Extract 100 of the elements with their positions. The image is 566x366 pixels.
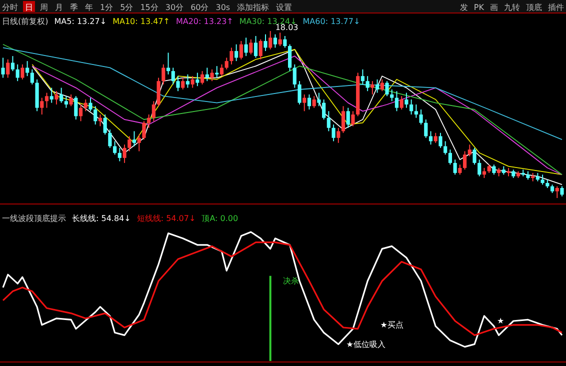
text: 画 (490, 3, 498, 12)
candlestick (317, 92, 321, 107)
candlestick (346, 107, 350, 128)
candlestick (385, 80, 389, 97)
candlestick (162, 64, 166, 85)
candlestick (64, 96, 68, 108)
candlestick (560, 186, 564, 197)
candlestick (258, 38, 262, 60)
candlestick (50, 87, 54, 104)
candlestick (122, 144, 126, 164)
candlestick (137, 134, 141, 152)
candlestick (186, 74, 190, 88)
candlestick (54, 90, 58, 105)
candlestick (176, 76, 180, 92)
candlestick (20, 64, 24, 80)
candlestick (332, 124, 336, 142)
text: 30s (216, 3, 230, 12)
candlestick (540, 174, 544, 186)
candlestick (171, 67, 175, 85)
candlestick (462, 150, 467, 170)
candlestick (453, 159, 457, 176)
annotation: ★ (496, 316, 504, 326)
text: 日 (25, 3, 33, 12)
annotation: ★低位吸入 (346, 340, 386, 349)
candlestick (264, 34, 268, 52)
candlestick (205, 67, 209, 82)
candlestick (283, 36, 287, 48)
candlestick (404, 92, 408, 108)
candlestick (336, 127, 340, 144)
candlestick (268, 30, 272, 50)
text: 周 (40, 3, 48, 12)
text: 月 (55, 3, 63, 12)
text: MA60: 13.77↓ (302, 17, 360, 26)
candlestick (400, 96, 404, 110)
text: 短线线: 54.07↓ (136, 214, 196, 223)
candlestick (152, 100, 156, 122)
candlestick (147, 114, 151, 128)
candlestick (88, 97, 92, 112)
candlestick (60, 87, 64, 104)
candlestick (390, 88, 394, 102)
text: 5分 (120, 3, 134, 12)
candlestick (492, 164, 496, 176)
text: 1分 (100, 3, 114, 12)
candlestick (40, 97, 44, 115)
candlestick (108, 129, 112, 148)
candlestick (6, 58, 10, 78)
candlestick (181, 77, 185, 90)
candlestick (434, 132, 438, 144)
text: 顶底 (526, 3, 542, 12)
candlestick (84, 98, 88, 112)
candlestick (10, 56, 15, 72)
candlestick (200, 70, 204, 85)
candlestick (410, 98, 414, 115)
annotation: 决杀 (283, 276, 300, 286)
candlestick (444, 140, 448, 156)
candlestick (166, 52, 170, 75)
candlestick (273, 34, 278, 48)
candlestick (478, 159, 482, 177)
candlestick (302, 94, 306, 112)
text: 设置 (276, 3, 292, 12)
candlestick (254, 36, 258, 58)
annotation: ★买点 (380, 320, 404, 330)
candlestick (113, 140, 117, 156)
candlestick (307, 94, 312, 110)
candlestick (351, 110, 355, 127)
text: 60分 (190, 3, 209, 12)
candlestick (292, 64, 296, 88)
candlestick (360, 68, 365, 85)
text: MA10: 13.47↑ (112, 17, 170, 26)
candlestick (210, 68, 214, 82)
candlestick (288, 44, 292, 72)
candlestick (224, 57, 228, 70)
candlestick (468, 144, 472, 157)
candlestick (424, 119, 428, 138)
candlestick (220, 64, 224, 77)
candlestick (298, 80, 302, 105)
candlestick (370, 80, 374, 95)
text: 分时 (2, 3, 18, 12)
candlestick (156, 77, 160, 107)
candlestick (44, 92, 49, 108)
candlestick (278, 32, 282, 47)
candlestick (448, 149, 452, 166)
candlestick (555, 186, 559, 198)
chart-title: 一线波段顶底提示 (2, 214, 66, 223)
candlestick (78, 104, 83, 122)
candlestick (419, 108, 423, 126)
text: 顶A: 0.00 (202, 214, 238, 223)
candlestick (239, 40, 243, 60)
text: 长线线: 54.84↓ (72, 214, 131, 223)
candlestick (196, 72, 200, 87)
text: 九转 (504, 3, 520, 12)
candlestick (16, 64, 20, 82)
candlestick (230, 47, 234, 65)
text: MA20: 13.23↑ (176, 17, 234, 26)
candlestick (234, 44, 238, 62)
text: 年 (85, 3, 93, 12)
candlestick (438, 132, 442, 148)
candlestick (142, 120, 146, 140)
candlestick (30, 68, 34, 85)
text: 发 (460, 3, 468, 12)
